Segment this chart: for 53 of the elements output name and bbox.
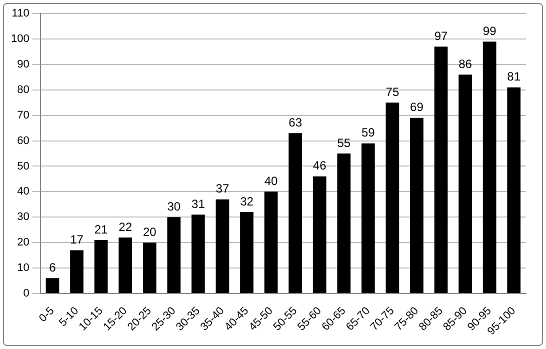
bar bbox=[46, 278, 60, 293]
y-tick-label: 20 bbox=[17, 236, 30, 249]
data-label: 21 bbox=[94, 222, 108, 236]
y-tick-label: 40 bbox=[17, 186, 30, 198]
data-label: 86 bbox=[458, 56, 472, 71]
bar bbox=[361, 143, 375, 293]
data-label: 30 bbox=[167, 199, 181, 214]
y-tick-label: 70 bbox=[17, 109, 30, 122]
data-label: 59 bbox=[361, 126, 376, 140]
data-label: 32 bbox=[240, 194, 254, 208]
data-label: 97 bbox=[434, 28, 448, 43]
bar bbox=[118, 237, 132, 293]
bar bbox=[94, 240, 108, 293]
y-tick-label: 0 bbox=[23, 287, 30, 300]
bar bbox=[482, 42, 496, 293]
data-label: 37 bbox=[216, 182, 230, 196]
data-label: 69 bbox=[410, 100, 424, 114]
y-tick-label: 110 bbox=[12, 8, 30, 20]
data-label: 75 bbox=[386, 84, 400, 99]
data-label: 20 bbox=[142, 224, 157, 239]
bar bbox=[458, 74, 472, 293]
bar bbox=[337, 154, 351, 293]
data-label: 63 bbox=[288, 115, 302, 130]
bar bbox=[410, 118, 424, 293]
y-tick-label: 30 bbox=[17, 211, 30, 224]
bar bbox=[167, 217, 181, 293]
y-tick-label: 50 bbox=[17, 160, 30, 172]
data-label: 17 bbox=[70, 232, 84, 247]
data-label: 40 bbox=[264, 174, 278, 188]
data-label: 99 bbox=[482, 24, 497, 38]
bar bbox=[434, 46, 448, 293]
y-tick-label: 100 bbox=[10, 33, 30, 46]
bar bbox=[240, 212, 254, 293]
data-label: 22 bbox=[118, 220, 132, 234]
bar bbox=[264, 192, 278, 293]
bar bbox=[288, 133, 302, 293]
data-label: 55 bbox=[337, 136, 351, 150]
y-tick-label: 60 bbox=[17, 134, 30, 147]
data-label: 46 bbox=[312, 158, 327, 173]
y-tick-label: 90 bbox=[17, 58, 30, 71]
x-tick-label: 0-5 bbox=[37, 304, 57, 325]
bar bbox=[142, 242, 156, 293]
bar bbox=[507, 87, 521, 293]
y-tick-label: 80 bbox=[17, 84, 30, 96]
bar bbox=[192, 214, 205, 293]
bar bbox=[386, 102, 400, 293]
bar bbox=[70, 250, 84, 293]
bar bbox=[312, 176, 326, 293]
y-tick-label: 10 bbox=[17, 262, 30, 274]
data-label: 6 bbox=[49, 260, 56, 274]
bar bbox=[216, 199, 230, 293]
data-label: 81 bbox=[507, 70, 521, 84]
data-label: 31 bbox=[192, 196, 206, 211]
